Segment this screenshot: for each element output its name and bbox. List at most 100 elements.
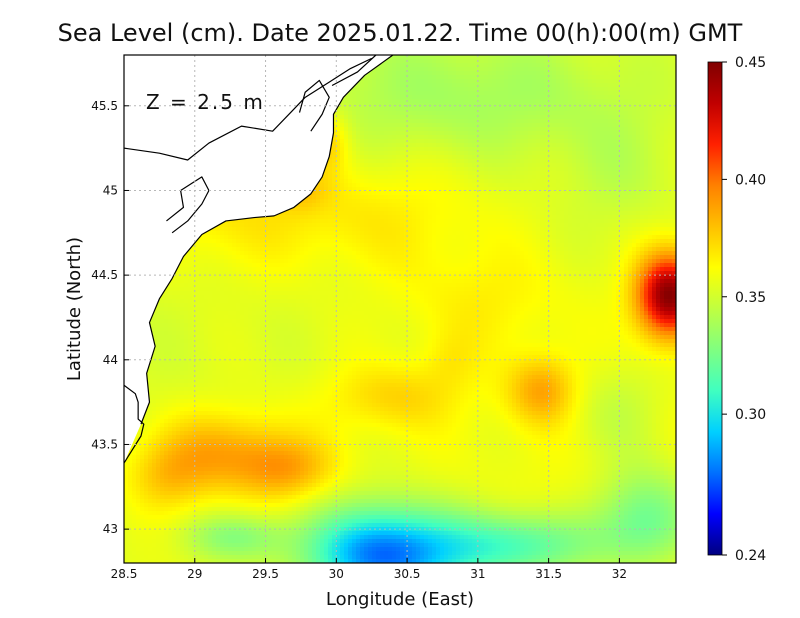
heatmap-cell	[448, 143, 453, 148]
heatmap-cell	[644, 127, 649, 132]
heatmap-cell	[336, 123, 341, 128]
heatmap-cell	[488, 127, 493, 132]
heatmap-cell	[504, 139, 509, 144]
heatmap-cell	[448, 99, 453, 104]
heatmap-cell	[644, 171, 649, 176]
heatmap-cell	[556, 107, 561, 112]
heatmap-cell	[472, 195, 477, 200]
heatmap-cell	[516, 87, 521, 92]
heatmap-cell	[404, 167, 409, 172]
heatmap-cell	[432, 151, 437, 156]
heatmap-cell	[476, 115, 481, 120]
heatmap-cell	[540, 99, 545, 104]
heatmap-cell	[492, 75, 497, 80]
heatmap-cell	[544, 71, 549, 76]
heatmap-cell	[472, 123, 477, 128]
heatmap-cell	[380, 107, 385, 112]
heatmap-cell	[576, 183, 581, 188]
heatmap-cell	[640, 127, 645, 132]
heatmap-cell	[408, 91, 413, 96]
heatmap-cell	[408, 179, 413, 184]
heatmap-cell	[344, 147, 349, 152]
heatmap-cell	[656, 163, 661, 168]
heatmap-cell	[660, 75, 665, 80]
heatmap-cell	[512, 91, 517, 96]
heatmap-cell	[612, 163, 617, 168]
heatmap-cell	[604, 91, 609, 96]
heatmap-cell	[360, 111, 365, 116]
heatmap-cell	[616, 103, 621, 108]
heatmap-cell	[400, 175, 405, 180]
heatmap-cell	[668, 179, 673, 184]
heatmap-cell	[572, 107, 577, 112]
heatmap-cell	[556, 151, 561, 156]
heatmap-cell	[468, 91, 473, 96]
heatmap-cell	[580, 87, 585, 92]
heatmap-cell	[640, 167, 645, 172]
heatmap-cell	[544, 139, 549, 144]
heatmap-cell	[552, 159, 557, 164]
heatmap-cell	[472, 159, 477, 164]
heatmap-cell	[408, 103, 413, 108]
heatmap-cell	[656, 151, 661, 156]
heatmap-cell	[460, 119, 465, 124]
heatmap-cell	[368, 79, 373, 84]
heatmap-cell	[580, 179, 585, 184]
heatmap-cell	[644, 147, 649, 152]
heatmap-cell	[644, 103, 649, 108]
heatmap-cell	[592, 63, 597, 68]
heatmap-cell	[532, 91, 537, 96]
heatmap-cell	[620, 167, 625, 172]
heatmap-cell	[456, 171, 461, 176]
heatmap-cell	[464, 103, 469, 108]
heatmap-cell	[596, 63, 601, 68]
heatmap-cell	[492, 115, 497, 120]
heatmap-cell	[460, 139, 465, 144]
heatmap-cell	[604, 163, 609, 168]
heatmap-cell	[360, 119, 365, 124]
heatmap-cell	[588, 183, 593, 188]
heatmap-cell	[460, 183, 465, 188]
heatmap-cell	[584, 67, 589, 72]
heatmap-cell	[412, 167, 417, 172]
heatmap-cell	[448, 195, 453, 200]
heatmap-cell	[440, 111, 445, 116]
heatmap-cell	[604, 107, 609, 112]
heatmap-cell	[564, 107, 569, 112]
heatmap-cell	[556, 179, 561, 184]
heatmap-cell	[332, 115, 337, 120]
heatmap-cell	[616, 155, 621, 160]
heatmap-cell	[440, 67, 445, 72]
heatmap-cell	[428, 179, 433, 184]
heatmap-cell	[592, 83, 597, 88]
heatmap-cell	[604, 119, 609, 124]
heatmap-cell	[404, 59, 409, 64]
heatmap-cell	[528, 103, 533, 108]
heatmap-cell	[488, 147, 493, 152]
heatmap-cell	[368, 103, 373, 108]
heatmap-cell	[476, 75, 481, 80]
heatmap-cell	[544, 91, 549, 96]
heatmap-cell	[368, 135, 373, 140]
heatmap-cell	[464, 167, 469, 172]
heatmap-cell	[576, 123, 581, 128]
heatmap-cell	[536, 143, 541, 148]
heatmap-cell	[660, 123, 665, 128]
heatmap-cell	[440, 171, 445, 176]
heatmap-cell	[520, 167, 525, 172]
heatmap-cell	[624, 155, 629, 160]
heatmap-cell	[428, 111, 433, 116]
heatmap-cell	[620, 103, 625, 108]
heatmap-cell	[368, 91, 373, 96]
heatmap-cell	[572, 183, 577, 188]
heatmap-cell	[456, 195, 461, 200]
heatmap-cell	[620, 195, 625, 200]
heatmap-cell	[376, 167, 381, 172]
heatmap-cell	[560, 95, 565, 100]
heatmap-cell	[668, 111, 673, 116]
heatmap-cell	[420, 95, 425, 100]
heatmap-cell	[608, 147, 613, 152]
heatmap-cell	[524, 63, 529, 68]
heatmap-cell	[364, 95, 369, 100]
heatmap-cell	[440, 59, 445, 64]
